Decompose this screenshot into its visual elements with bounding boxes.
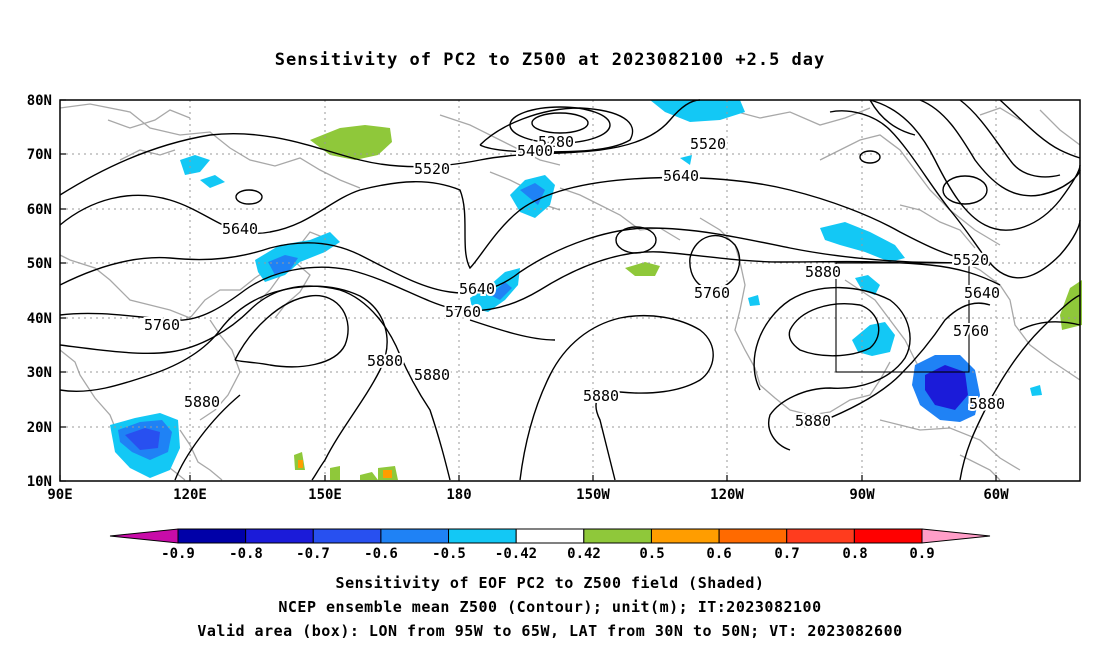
plot-title: Sensitivity of PC2 to Z500 at 2023082100… xyxy=(274,50,826,70)
x-tick-label: 90E xyxy=(47,487,72,503)
colorbar-label: -0.6 xyxy=(364,546,398,562)
y-tick-label: 40N xyxy=(27,311,52,327)
colorbar-cell xyxy=(786,528,855,544)
colorbar-cell xyxy=(718,528,788,544)
colorbar-cell xyxy=(380,528,450,544)
x-tick-label: 180 xyxy=(446,487,471,503)
contour-label: 5640 xyxy=(459,280,495,298)
colorbar-cell xyxy=(312,528,382,544)
contour-label: 5640 xyxy=(663,167,699,185)
y-tick-label: 20N xyxy=(27,420,52,436)
contour-label: 5400 xyxy=(517,142,553,160)
y-tick-label: 10N xyxy=(27,474,52,490)
contour-label: 5880 xyxy=(367,352,403,370)
contour-label: 5520 xyxy=(953,251,989,269)
caption-contour: NCEP ensemble mean Z500 (Contour); unit(… xyxy=(278,598,822,616)
colorbar-under-triangle xyxy=(109,528,179,544)
plot-frame xyxy=(59,99,1081,482)
x-axis: 90E 120E 150E 180 150W 120W 90W 60W xyxy=(47,475,1009,503)
x-tick-label: 150E xyxy=(308,487,342,503)
gridlines xyxy=(60,100,1080,481)
colorbar-cell xyxy=(245,528,314,544)
colorbar-label: 0.9 xyxy=(909,546,934,562)
caption-shaded: Sensitivity of EOF PC2 to Z500 field (Sh… xyxy=(335,574,765,592)
y-tick-label: 50N xyxy=(27,256,52,272)
x-tick-label: 60W xyxy=(983,487,1009,503)
colorbar-label: 0.5 xyxy=(639,546,664,562)
colorbar-cell xyxy=(177,528,247,544)
contour-label: 5880 xyxy=(805,263,841,281)
colorbar-cells xyxy=(177,528,923,544)
contour-label: 5760 xyxy=(953,322,989,340)
contour-label: 5880 xyxy=(184,393,220,411)
contour-label: 5520 xyxy=(414,160,450,178)
caption-valid-area: Valid area (box): LON from 95W to 65W, L… xyxy=(197,622,903,640)
y-tick-label: 80N xyxy=(27,93,52,109)
x-tick-label: 150W xyxy=(576,487,610,503)
contour-label: 5760 xyxy=(445,303,481,321)
colorbar-cell xyxy=(650,528,720,544)
colorbar-label: 0.42 xyxy=(567,546,601,562)
contour-label: 5880 xyxy=(795,412,831,430)
valid-area-box xyxy=(835,262,970,373)
y-tick-label: 70N xyxy=(27,147,52,163)
colorbar-label: 0.6 xyxy=(706,546,731,562)
colorbar-cell xyxy=(853,528,923,544)
contour-label: 5760 xyxy=(144,316,180,334)
y-tick-label: 60N xyxy=(27,202,52,218)
coastlines xyxy=(59,103,1081,481)
colorbar-over-triangle xyxy=(921,528,991,544)
contour-label: 5280 xyxy=(538,133,574,151)
contour-label: 5640 xyxy=(222,220,258,238)
colorbar-label: -0.42 xyxy=(495,546,537,562)
colorbar-cell xyxy=(583,528,652,544)
contour-label: 5760 xyxy=(694,284,730,302)
colorbar-cell xyxy=(515,528,585,544)
colorbar-label: -0.8 xyxy=(229,546,263,562)
contour-label: 5880 xyxy=(583,387,619,405)
y-axis: 80N 70N 60N 50N 40N 30N 20N 10N xyxy=(27,93,66,490)
x-tick-label: 90W xyxy=(849,487,875,503)
colorbar-label: 0.8 xyxy=(842,546,867,562)
colorbar-label: -0.7 xyxy=(296,546,330,562)
y-tick-label: 30N xyxy=(27,365,52,381)
x-tick-label: 120W xyxy=(710,487,744,503)
contour-label: 5880 xyxy=(414,366,450,384)
colorbar-label: 0.7 xyxy=(774,546,799,562)
x-tick-label: 120E xyxy=(173,487,207,503)
colorbar: -0.9 -0.8 -0.7 -0.6 -0.5 -0.42 0.42 0.5 … xyxy=(109,528,991,562)
shaded-sensitivity xyxy=(110,100,1082,480)
contour-label: 5880 xyxy=(969,395,1005,413)
contour-label-group: 5280 5400 5520 5520 5640 5640 5760 5880 … xyxy=(142,131,1007,432)
colorbar-label: -0.5 xyxy=(432,546,466,562)
contour-label: 5640 xyxy=(964,284,1000,302)
contour-label: 5520 xyxy=(690,135,726,153)
colorbar-label: -0.9 xyxy=(161,546,195,562)
colorbar-cell xyxy=(448,528,517,544)
z500-contours xyxy=(59,99,1081,481)
